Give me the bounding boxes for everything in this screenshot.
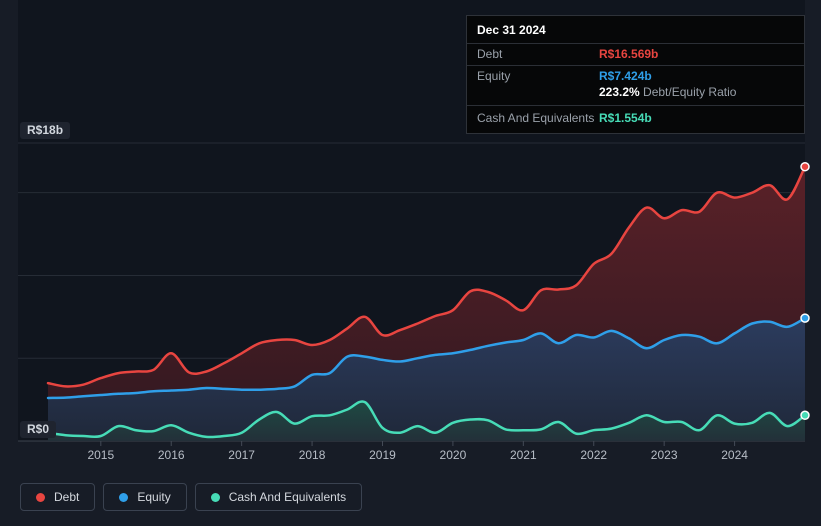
tooltip-row-cash: Cash And Equivalents R$1.554b <box>467 106 804 133</box>
tooltip-debt-value: R$16.569b <box>599 47 659 61</box>
chart-legend: Debt Equity Cash And Equivalents <box>20 483 363 511</box>
debt-series-dot-icon <box>36 492 45 502</box>
y-axis-label-max: R$18b <box>20 122 71 139</box>
equity-area <box>48 318 805 441</box>
cash-area <box>48 401 805 441</box>
tooltip-ratio: 223.2% Debt/Equity Ratio <box>599 85 736 99</box>
equity-endpoint-dot[interactable] <box>800 313 810 323</box>
legend-item-label: Debt <box>54 490 80 504</box>
cash-endpoint-dot[interactable] <box>800 410 810 421</box>
legend-item-cash[interactable]: Cash And Equivalents <box>194 483 363 511</box>
tooltip-row-equity: Equity R$7.424b <box>467 66 804 83</box>
tooltip-ratio-value: 223.2% <box>599 85 640 99</box>
x-axis-tick-label: 2022 <box>580 448 608 462</box>
x-axis-labels: 2015 2016 2017 2018 2019 2020 2021 2022 2023 2024 <box>0 448 821 464</box>
chart-tooltip: Dec 31 2024 Debt R$16.569b Equity R$7.42… <box>466 15 805 134</box>
x-axis-tick-label: 2019 <box>369 448 396 462</box>
x-axis-tick-label: 2018 <box>298 448 326 462</box>
x-axis-tick-label: 2017 <box>228 448 255 462</box>
debt-endpoint-dot[interactable] <box>800 161 810 172</box>
debt-line[interactable] <box>46 165 807 388</box>
x-axis-tick-label: 2023 <box>650 448 678 462</box>
legend-item-debt[interactable]: Debt <box>20 483 96 511</box>
legend-item-label: Equity <box>137 490 171 504</box>
tooltip-row-debt: Debt R$16.569b <box>467 44 804 66</box>
equity-series-dot-icon <box>119 492 129 502</box>
tooltip-cash-label: Cash And Equivalents <box>477 111 595 125</box>
y-axis-label-zero: R$0 <box>20 421 57 438</box>
cash-line[interactable] <box>46 400 807 439</box>
x-axis-tick-label: 2020 <box>439 448 467 462</box>
tooltip-row-ratio: 223.2% Debt/Equity Ratio <box>467 83 804 106</box>
tooltip-ratio-text: Debt/Equity Ratio <box>643 85 737 99</box>
x-axis-tick-label: 2016 <box>157 448 185 462</box>
x-axis-tick-label: 2015 <box>87 448 115 462</box>
tooltip-date: Dec 31 2024 <box>467 16 804 44</box>
tooltip-equity-value: R$7.424b <box>599 69 652 83</box>
equity-line[interactable] <box>46 316 807 400</box>
x-axis-tick-label: 2024 <box>721 448 748 462</box>
tooltip-equity-label: Equity <box>477 69 511 83</box>
x-axis-tick-label: 2021 <box>509 448 537 462</box>
legend-item-equity[interactable]: Equity <box>103 483 187 511</box>
cash-series-dot-icon <box>210 492 220 502</box>
legend-item-label: Cash And Equivalents <box>228 490 347 504</box>
tooltip-debt-label: Debt <box>477 47 503 61</box>
tooltip-cash-value: R$1.554b <box>599 111 652 125</box>
